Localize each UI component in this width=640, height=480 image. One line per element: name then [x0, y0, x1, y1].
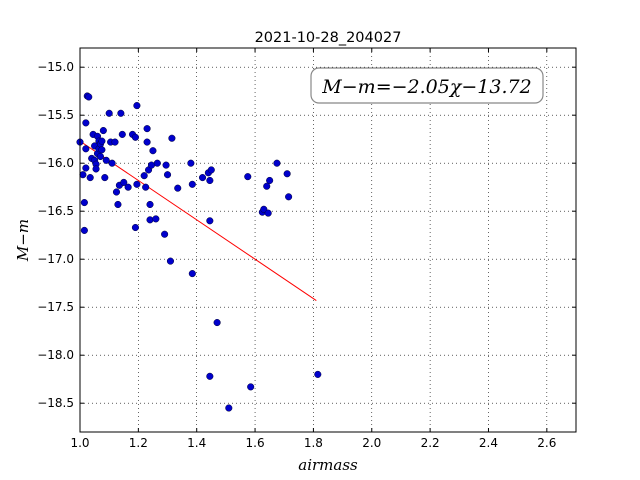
data-point — [82, 164, 90, 172]
data-point — [133, 102, 141, 110]
data-point — [206, 176, 214, 185]
y-tick-label: −17.5 — [37, 300, 74, 314]
data-point — [153, 159, 161, 167]
data-point — [80, 226, 88, 234]
data-points — [76, 92, 322, 412]
fit-line — [79, 140, 317, 301]
data-point — [96, 152, 104, 161]
data-point — [198, 174, 207, 182]
y-tick-label: −15.5 — [37, 108, 74, 122]
data-point — [80, 199, 88, 207]
data-point — [314, 370, 322, 378]
data-point — [149, 147, 157, 155]
data-point — [146, 200, 154, 209]
x-tick-label: 1.4 — [187, 436, 206, 450]
data-point — [143, 125, 151, 133]
chart-title: 2021-10-28_204027 — [255, 30, 402, 46]
plot-area-frame — [79, 47, 577, 433]
data-point — [118, 130, 126, 138]
data-point — [162, 161, 170, 169]
y-tick-label: −18.5 — [37, 396, 74, 410]
equation-box — [310, 67, 544, 104]
data-point — [283, 170, 291, 178]
data-point — [264, 209, 272, 217]
data-point — [108, 159, 116, 167]
x-tick-label: 1.6 — [246, 436, 265, 450]
data-point — [174, 184, 182, 192]
y-tick-label: −15.0 — [37, 60, 74, 74]
data-point — [142, 183, 150, 191]
y-tick-label: −16.5 — [37, 204, 74, 218]
data-point — [112, 188, 121, 196]
equation-equals: = — [376, 76, 392, 98]
data-point — [99, 127, 107, 135]
data-point — [266, 176, 274, 185]
equation-rhs: −2.05χ−13.72 — [392, 76, 532, 98]
data-point — [105, 109, 113, 117]
equation-annotation: M−m=−2.05χ−13.72 — [310, 67, 544, 104]
data-point — [206, 217, 214, 225]
equation-text: M−m=−2.05χ−13.72 — [321, 76, 531, 98]
data-point — [140, 172, 148, 180]
y-tick-label: −17.0 — [37, 252, 74, 266]
data-point — [98, 146, 106, 154]
data-point — [143, 138, 151, 146]
data-point — [111, 138, 119, 146]
data-point — [206, 372, 214, 380]
data-point — [117, 109, 125, 117]
data-point — [263, 182, 271, 190]
y-axis-label: M−m — [14, 219, 32, 262]
data-point — [98, 137, 106, 145]
data-point — [273, 159, 281, 167]
data-point — [152, 215, 160, 223]
x-tick-label: 2.6 — [537, 436, 556, 450]
x-axis-label: airmass — [298, 456, 358, 474]
y-tick-labels: −15.0 −15.5 −16.0 −16.5 −17.0 −17.5 −18.0 −18.5 — [37, 60, 74, 410]
equation-lhs: M−m — [321, 76, 375, 98]
data-point — [114, 200, 122, 209]
x-tick-label: 2.0 — [362, 436, 381, 450]
data-point — [102, 156, 110, 164]
data-point — [82, 119, 90, 127]
data-point — [225, 404, 233, 412]
data-point — [207, 166, 215, 174]
data-point — [161, 230, 169, 238]
data-point — [133, 180, 141, 188]
data-point — [188, 270, 196, 278]
data-point — [166, 257, 174, 265]
x-tick-label: 1.8 — [304, 436, 323, 450]
data-point — [285, 193, 293, 201]
data-point — [92, 165, 100, 173]
data-point — [101, 174, 109, 182]
data-point — [79, 171, 87, 179]
data-point — [146, 216, 154, 224]
data-point — [131, 133, 139, 141]
grid — [79, 48, 576, 432]
data-point — [247, 383, 255, 391]
x-tick-label: 1.2 — [129, 436, 148, 450]
data-point — [82, 145, 90, 153]
data-point — [188, 180, 196, 188]
x-tick-label: 2.2 — [421, 436, 440, 450]
x-tick-label: 1.0 — [70, 436, 89, 450]
y-tick-label: −18.0 — [37, 348, 74, 362]
axis-ticks — [79, 48, 576, 432]
data-point — [120, 178, 128, 186]
data-point — [124, 183, 132, 191]
data-point — [86, 174, 94, 182]
y-tick-label: −16.0 — [37, 156, 74, 170]
data-point — [85, 93, 93, 101]
data-point — [244, 173, 252, 181]
data-point — [168, 134, 176, 142]
data-point — [187, 159, 195, 167]
x-tick-labels: 1.0 1.2 1.4 1.6 1.8 2.0 2.2 2.4 2.6 — [70, 436, 556, 450]
fit-line-layer — [79, 140, 317, 301]
data-point — [213, 319, 221, 327]
data-point — [163, 171, 172, 179]
data-point — [131, 223, 139, 232]
x-tick-label: 2.4 — [479, 436, 498, 450]
